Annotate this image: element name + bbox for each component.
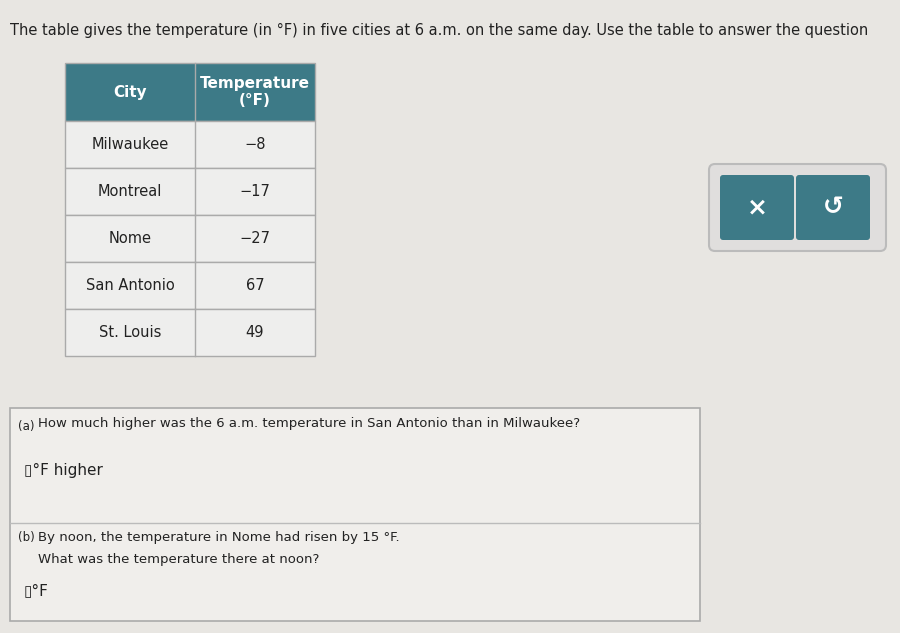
FancyBboxPatch shape bbox=[65, 63, 315, 121]
Text: 67: 67 bbox=[246, 278, 265, 293]
Text: (a): (a) bbox=[18, 420, 34, 433]
Text: City: City bbox=[113, 84, 147, 99]
FancyBboxPatch shape bbox=[10, 408, 700, 621]
Text: ▯°F higher: ▯°F higher bbox=[24, 463, 103, 478]
Text: Temperature
(°F): Temperature (°F) bbox=[200, 76, 310, 108]
FancyBboxPatch shape bbox=[65, 309, 315, 356]
Text: 49: 49 bbox=[246, 325, 265, 340]
Text: ↺: ↺ bbox=[823, 196, 843, 220]
FancyBboxPatch shape bbox=[65, 168, 315, 215]
Text: Montreal: Montreal bbox=[98, 184, 162, 199]
FancyBboxPatch shape bbox=[796, 175, 870, 240]
Text: How much higher was the 6 a.m. temperature in San Antonio than in Milwaukee?: How much higher was the 6 a.m. temperatu… bbox=[38, 417, 580, 430]
FancyBboxPatch shape bbox=[65, 121, 315, 168]
Text: Nome: Nome bbox=[109, 231, 151, 246]
Text: ×: × bbox=[746, 196, 768, 220]
Text: The table gives the temperature (in °F) in five cities at 6 a.m. on the same day: The table gives the temperature (in °F) … bbox=[10, 23, 868, 38]
FancyBboxPatch shape bbox=[720, 175, 794, 240]
Text: −17: −17 bbox=[239, 184, 270, 199]
FancyBboxPatch shape bbox=[709, 164, 886, 251]
FancyBboxPatch shape bbox=[65, 215, 315, 262]
Text: Milwaukee: Milwaukee bbox=[92, 137, 168, 152]
FancyBboxPatch shape bbox=[65, 262, 315, 309]
Text: San Antonio: San Antonio bbox=[86, 278, 175, 293]
Text: (b): (b) bbox=[18, 531, 35, 544]
Text: What was the temperature there at noon?: What was the temperature there at noon? bbox=[38, 553, 320, 566]
Text: By noon, the temperature in Nome had risen by 15 °F.: By noon, the temperature in Nome had ris… bbox=[38, 531, 400, 544]
Text: ▯°F: ▯°F bbox=[24, 583, 49, 598]
Text: −27: −27 bbox=[239, 231, 271, 246]
Text: −8: −8 bbox=[244, 137, 266, 152]
Text: St. Louis: St. Louis bbox=[99, 325, 161, 340]
